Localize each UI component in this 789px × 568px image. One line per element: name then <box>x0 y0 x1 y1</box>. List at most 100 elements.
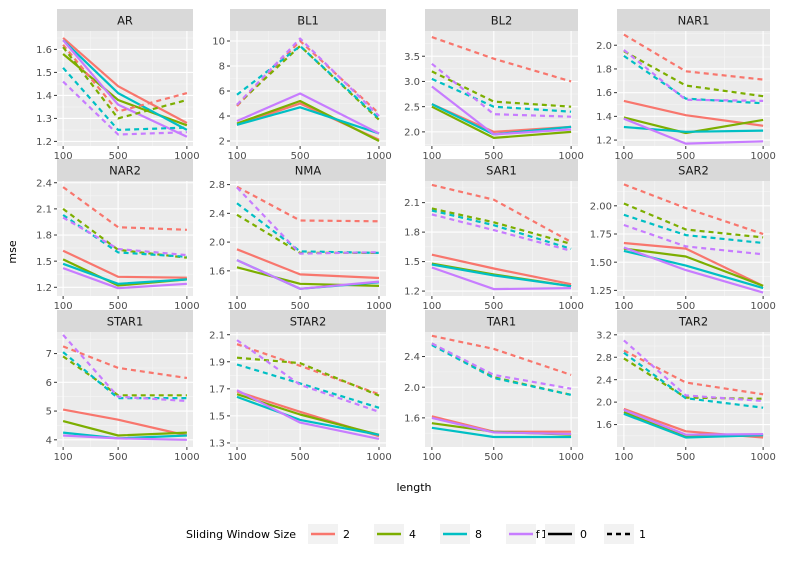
x-tick-label-nar1: 500 <box>676 151 695 162</box>
y-tick-label-star1: 7 <box>46 349 52 360</box>
series-line-nar1-w16-diff1 <box>623 49 764 102</box>
panel-strip-bl2 <box>425 9 578 31</box>
series-line-star2-w4-diff1 <box>236 356 380 397</box>
y-tick-label-bl1: 4 <box>219 112 225 123</box>
series-line-ar-w8-diff1 <box>62 67 187 131</box>
x-tick-label-nar2: 100 <box>54 301 73 312</box>
y-tick-label-bl1: 6 <box>219 87 225 98</box>
y-tick-label-nar1: 1.8 <box>596 65 612 76</box>
series-line-star1-w8-diff1 <box>62 351 187 400</box>
panel-title-nar1: NAR1 <box>678 14 710 28</box>
panel-title-bl1: BL1 <box>297 14 319 28</box>
y-tick-label-bl2: 3.5 <box>404 52 420 63</box>
y-tick-label-nar1: 1.4 <box>596 112 612 123</box>
series-line-sar2-w4-diff0 <box>623 247 764 287</box>
y-tick-label-nar1: 1.6 <box>596 88 612 99</box>
series-line-sar1-w16-diff0 <box>431 266 572 291</box>
series-line-sar1-w8-diff0 <box>431 263 572 288</box>
legend-label-diff-1: 1 <box>639 528 646 541</box>
x-tick-label-tar2: 1000 <box>750 452 775 463</box>
x-tick-label-sar1: 500 <box>484 301 503 312</box>
series-line-sar2-w16-diff0 <box>623 246 764 294</box>
y-tick-label-nar2: 1.8 <box>36 231 52 242</box>
panel-strip-star2 <box>230 310 386 332</box>
x-axis-title: length <box>396 481 431 494</box>
series-line-bl1-w8-diff0 <box>236 106 380 135</box>
series-line-sar1-w4-diff1 <box>431 207 572 245</box>
y-tick-label-sar1: 2.1 <box>404 198 420 209</box>
x-tick-label-ar: 100 <box>54 151 73 162</box>
y-tick-label-tar1: 2.4 <box>404 352 420 363</box>
y-tick-label-sar1: 1.2 <box>404 287 420 298</box>
y-tick-label-sar1: 1.8 <box>404 228 420 239</box>
panel-strip-star1 <box>57 310 193 332</box>
y-tick-label-ar: 1.2 <box>36 137 52 148</box>
y-tick-label-nar2: 2.4 <box>36 178 52 189</box>
series-line-sar1-w8-diff1 <box>431 209 572 250</box>
panel-background-bl2 <box>425 31 578 146</box>
series-line-tar2-w16-diff1 <box>623 339 764 403</box>
panel-title-tar1: TAR1 <box>486 315 516 329</box>
y-tick-label-tar2: 1.6 <box>596 420 612 431</box>
series-line-nar2-w2-diff1 <box>62 186 187 231</box>
y-tick-label-nar1: 2.0 <box>596 41 612 52</box>
series-line-bl2-w4-diff0 <box>431 105 572 139</box>
series-line-sar1-w16-diff1 <box>431 213 572 252</box>
series-line-bl1-w16-diff0 <box>236 92 380 135</box>
y-tick-label-nar2: 1.2 <box>36 283 52 294</box>
y-tick-label-star2: 2.1 <box>209 330 225 341</box>
x-tick-label-sar2: 100 <box>614 301 633 312</box>
x-tick-label-sar2: 500 <box>676 301 695 312</box>
y-tick-label-bl1: 10 <box>212 37 225 48</box>
series-line-sar2-w16-diff1 <box>623 223 764 256</box>
x-tick-label-ar: 1000 <box>174 151 199 162</box>
series-line-nar2-w8-diff0 <box>62 262 187 285</box>
legend-label-window-2: 2 <box>343 528 350 541</box>
y-tick-label-tar1: 1.6 <box>404 413 420 424</box>
y-axis-title: mse <box>6 240 19 263</box>
x-tick-label-bl1: 100 <box>227 151 246 162</box>
x-tick-label-star1: 500 <box>109 452 128 463</box>
x-tick-label-nma: 500 <box>291 301 310 312</box>
y-tick-label-sar2: 2.00 <box>590 201 612 212</box>
series-line-bl2-w8-diff1 <box>431 77 572 113</box>
series-line-nar1-w8-diff0 <box>623 125 764 133</box>
series-line-nma-w2-diff0 <box>236 248 380 280</box>
y-tick-label-nar2: 1.5 <box>36 257 52 268</box>
y-tick-label-star1: 5 <box>46 407 52 418</box>
x-tick-label-nar1: 100 <box>614 151 633 162</box>
panel-title-nma: NMA <box>295 164 322 178</box>
y-tick-label-nma: 1.6 <box>209 266 225 277</box>
legend-label-window-4: 4 <box>409 528 416 541</box>
x-tick-label-nar2: 500 <box>109 301 128 312</box>
y-tick-label-sar1: 1.5 <box>404 257 420 268</box>
x-tick-label-star2: 1000 <box>366 452 391 463</box>
facet-panels: AR 1.2 1.3 1.4 1.5 1.6 100 500 1000 BL1 2 4 6 8 10 100 5… <box>36 9 776 463</box>
series-line-nma-w16-diff1 <box>236 186 380 255</box>
series-line-ar-w2-diff0 <box>62 37 188 124</box>
y-tick-label-nma: 2.8 <box>209 180 225 191</box>
series-line-nar2-w2-diff0 <box>62 249 187 279</box>
x-tick-label-tar1: 100 <box>422 452 441 463</box>
series-line-star2-w8-diff0 <box>236 395 380 436</box>
series-line-nar2-w16-diff0 <box>62 267 187 290</box>
x-tick-label-bl1: 1000 <box>366 151 391 162</box>
x-tick-label-star2: 500 <box>291 452 310 463</box>
y-tick-label-star1: 6 <box>46 378 52 389</box>
y-tick-label-bl2: 2.5 <box>404 102 420 113</box>
y-tick-label-sar2: 1.75 <box>590 230 612 241</box>
y-tick-label-nma: 2.0 <box>209 238 225 249</box>
y-tick-label-tar2: 3.2 <box>596 330 612 341</box>
x-tick-label-bl1: 500 <box>291 151 310 162</box>
series-line-sar2-w8-diff1 <box>623 213 764 245</box>
y-tick-label-nma: 2.4 <box>209 209 225 220</box>
legend-label-window-8: 8 <box>475 528 482 541</box>
series-line-star1-w16-diff1 <box>62 334 187 403</box>
series-line-star2-w16-diff0 <box>236 389 380 440</box>
panel-title-star2: STAR2 <box>290 315 327 329</box>
series-line-nma-w16-diff0 <box>236 259 380 290</box>
panel-background-star1 <box>57 332 193 447</box>
panel-strip-sar1 <box>425 159 578 181</box>
y-tick-label-nar2: 2.1 <box>36 204 52 215</box>
